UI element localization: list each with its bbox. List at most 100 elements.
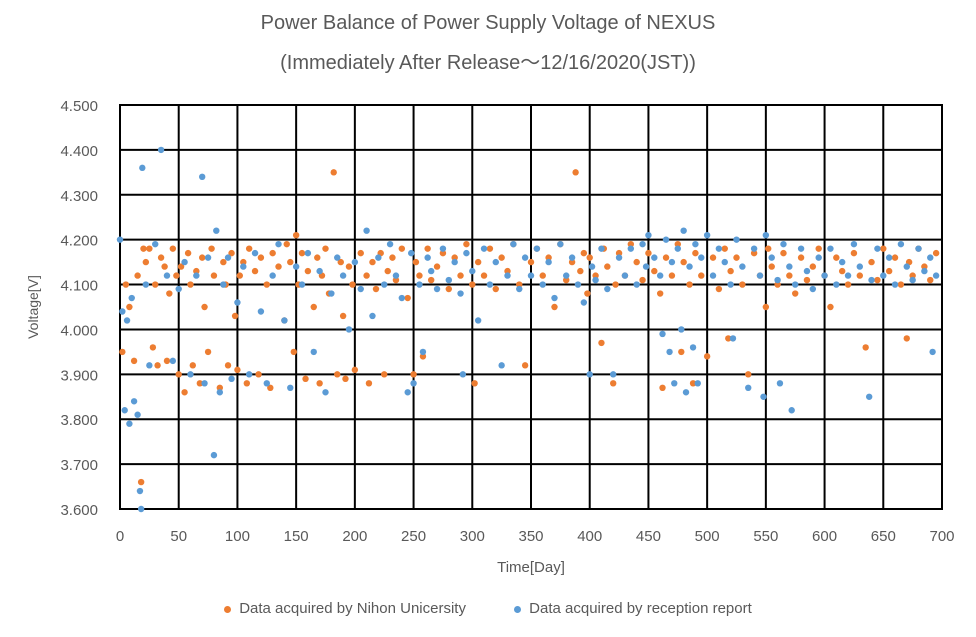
data-point [342, 375, 349, 383]
data-point [334, 254, 341, 261]
data-point [220, 258, 227, 266]
data-point [427, 276, 435, 284]
data-point [929, 348, 936, 356]
data-point [666, 348, 673, 356]
data-point [310, 348, 317, 356]
data-point [574, 281, 582, 288]
data-point [521, 362, 529, 369]
data-point [709, 254, 717, 261]
data-point [915, 245, 922, 252]
data-point [932, 272, 940, 279]
legend-label-nihon: Data acquired by Nihon Unicersity [239, 600, 466, 617]
data-point [433, 263, 441, 270]
data-point [228, 375, 235, 383]
data-point [439, 249, 447, 257]
data-point [686, 263, 693, 270]
data-point [897, 281, 905, 288]
data-point [116, 236, 124, 243]
data-point [220, 281, 227, 288]
data-point [498, 362, 505, 369]
data-point [762, 231, 770, 239]
data-point [545, 258, 552, 266]
data-point [572, 169, 579, 176]
data-point [809, 285, 817, 293]
data-point [330, 169, 337, 176]
data-point [774, 276, 781, 284]
data-point [733, 236, 740, 243]
data-point [803, 267, 811, 275]
data-point [412, 258, 420, 266]
data-point [281, 317, 288, 324]
data-point [157, 254, 165, 261]
data-point [469, 281, 476, 288]
data-point [680, 258, 687, 266]
data-point [909, 276, 916, 284]
data-point [551, 303, 558, 311]
data-point [792, 281, 799, 288]
data-point [739, 263, 746, 270]
data-point [304, 267, 312, 275]
data-point [255, 371, 262, 378]
data-point [469, 267, 476, 275]
data-point [322, 245, 329, 252]
data-point [283, 240, 290, 248]
data-point [474, 317, 482, 324]
data-point [874, 245, 881, 252]
data-point [584, 290, 591, 297]
chart-title-line-2: (Immediately After Release～12/16/2020(JS… [280, 52, 696, 74]
data-point [885, 254, 893, 261]
y-tick-label: 4.200 [60, 233, 98, 250]
data-point [698, 254, 705, 261]
legend-item-reception: Data acquired by reception report [514, 600, 752, 617]
data-point [345, 263, 353, 270]
data-point [671, 380, 678, 387]
data-point [527, 272, 535, 279]
data-point [733, 254, 740, 261]
data-point [932, 249, 940, 257]
data-point [903, 263, 910, 270]
data-point [662, 236, 670, 243]
data-point [287, 258, 294, 266]
y-tick-label: 3.800 [60, 412, 98, 429]
data-point [199, 254, 206, 261]
x-tick-label: 300 [460, 528, 485, 545]
data-point [486, 281, 494, 288]
data-point [126, 303, 133, 311]
data-point [827, 303, 834, 311]
data-point [201, 303, 208, 311]
data-point [756, 272, 764, 279]
data-point [445, 285, 452, 293]
data-point [868, 258, 875, 266]
data-point [173, 272, 180, 279]
data-point [152, 281, 159, 288]
data-point [856, 272, 863, 279]
data-point [909, 272, 916, 279]
data-point [838, 267, 846, 275]
data-point [375, 254, 382, 261]
data-point [451, 258, 458, 266]
data-point [357, 249, 364, 257]
data-point [586, 371, 593, 378]
data-point [551, 294, 558, 302]
x-tick-label: 0 [116, 528, 124, 545]
data-point [615, 254, 623, 261]
data-point [709, 272, 717, 279]
x-tick-label: 200 [342, 528, 367, 545]
data-point [357, 285, 364, 293]
data-point [302, 375, 309, 383]
data-point [577, 267, 584, 275]
data-point [621, 272, 629, 279]
series-nihon [119, 169, 940, 486]
data-point [161, 263, 168, 270]
x-tick-label: 350 [518, 528, 543, 545]
data-point [568, 254, 576, 261]
data-point [257, 308, 265, 315]
data-point [419, 353, 427, 360]
data-point [656, 290, 664, 297]
data-point [257, 254, 265, 261]
series-reception [116, 146, 940, 513]
data-point [604, 285, 611, 293]
chart-title-line-1: Power Balance of Power Supply Voltage of… [260, 12, 716, 34]
x-tick-label: 450 [636, 528, 661, 545]
data-point [678, 348, 685, 356]
